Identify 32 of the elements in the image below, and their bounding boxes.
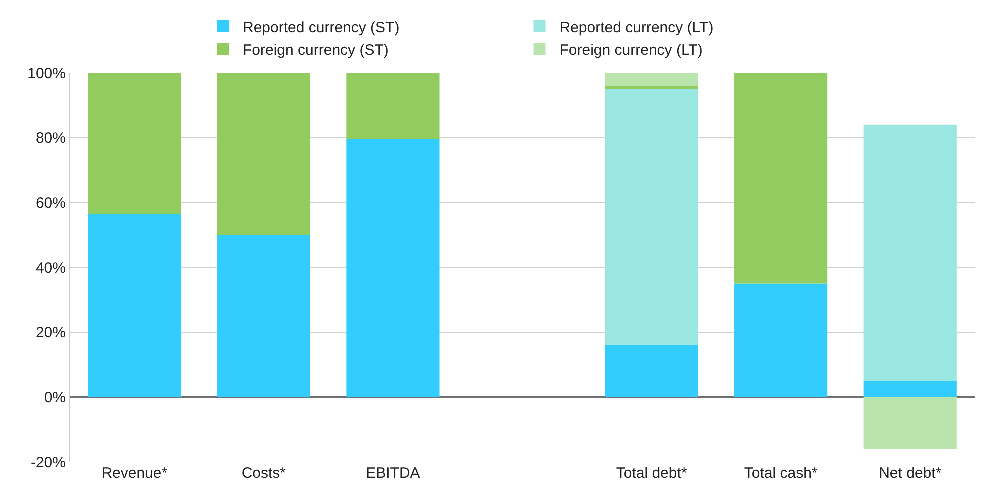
y-tick-label: 40% [36, 260, 66, 277]
bar [864, 380, 957, 398]
bar [346, 73, 440, 140]
legend-label: Foreign currency (ST) [243, 42, 389, 59]
bar [864, 124, 957, 381]
y-tick-label: 60% [36, 194, 66, 212]
legend-label: Reported currency (LT) [560, 19, 714, 36]
legend-label: Foreign currency (LT) [560, 42, 703, 59]
bar [605, 86, 698, 90]
legend-label: Reported currency (ST) [243, 19, 400, 36]
y-tick-label: 20% [36, 324, 66, 342]
bar [346, 139, 440, 398]
bar [864, 397, 957, 450]
bar [734, 284, 828, 398]
bar [605, 89, 698, 346]
bar [605, 73, 698, 86]
y-tick-label: 80% [36, 130, 66, 148]
bar [217, 235, 310, 398]
x-tick-label: Net debt* [879, 465, 942, 482]
bar [88, 214, 182, 398]
y-tick-label: -20% [30, 454, 66, 472]
x-tick-label: Revenue* [102, 465, 168, 482]
bar [88, 73, 182, 214]
bar [217, 73, 310, 236]
bar [605, 345, 698, 398]
bar [734, 73, 828, 284]
x-tick-label: EBITDA [366, 465, 420, 482]
y-tick-label: 100% [28, 65, 66, 82]
x-tick-label: Costs* [242, 465, 286, 482]
x-tick-label: Total debt* [616, 465, 688, 482]
x-tick-label: Total cash* [744, 465, 818, 482]
y-tick-label: 0% [44, 389, 66, 406]
